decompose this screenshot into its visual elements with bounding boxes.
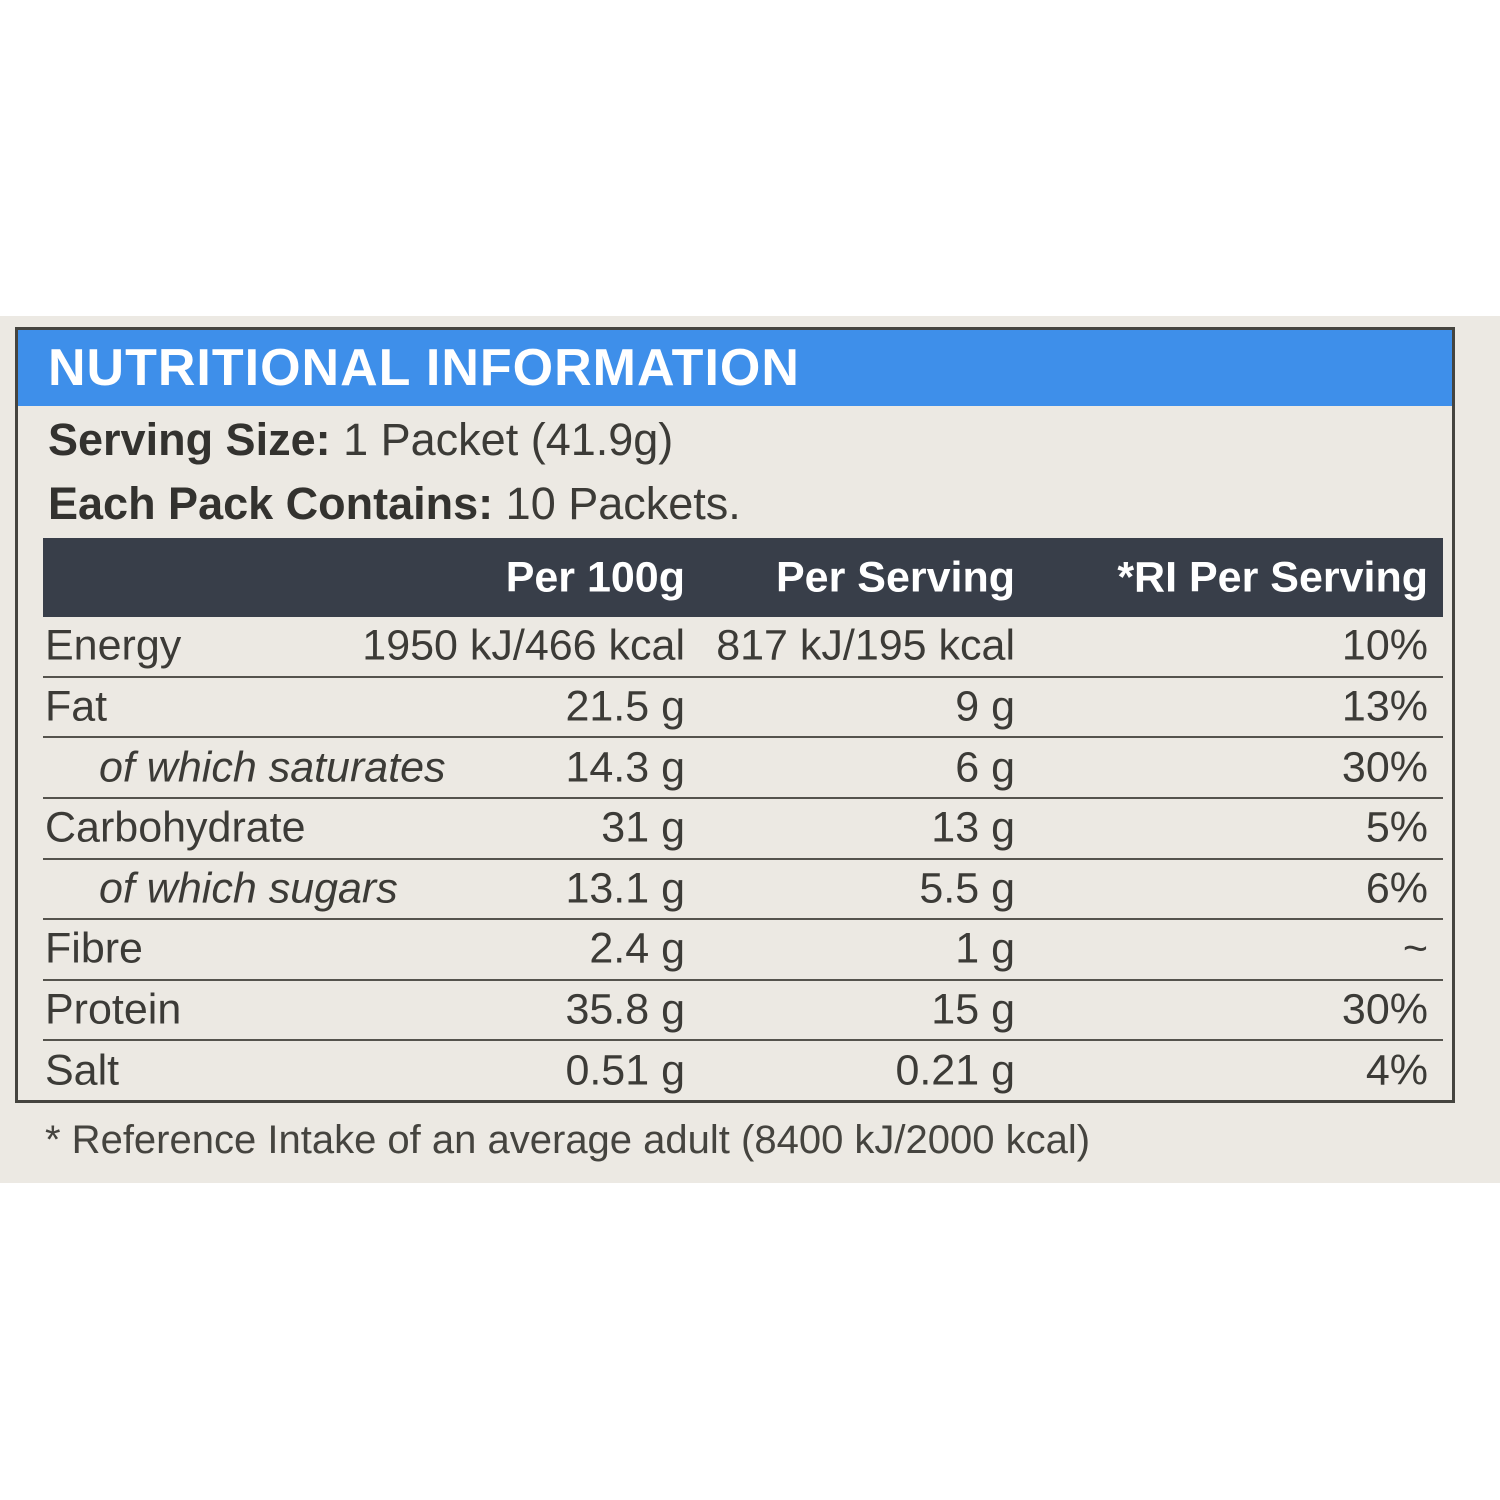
table-row: of which sugars 13.1 g 5.5 g 6% <box>43 860 1443 921</box>
serving-size-label: Serving Size: <box>48 414 331 465</box>
pack-contains-value: 10 Packets. <box>505 478 741 529</box>
reference-intake-footnote: * Reference Intake of an average adult (… <box>45 1118 1091 1162</box>
value-per-serving: 817 kJ/195 kcal <box>716 621 1015 670</box>
value-per-100g: 2.4 g <box>589 924 685 973</box>
value-per-serving: 13 g <box>931 803 1015 852</box>
value-per-serving: 5.5 g <box>919 864 1015 913</box>
pack-contains-label: Each Pack Contains: <box>48 478 494 529</box>
value-ri-per-serving: 30% <box>1341 985 1428 1034</box>
table-row: Protein 35.8 g 15 g 30% <box>43 981 1443 1042</box>
column-header-per-100g: Per 100g <box>505 553 685 601</box>
table-row: Energy 1950 kJ/466 kcal 817 kJ/195 kcal 10% <box>43 617 1443 678</box>
nutrition-label: NUTRITIONAL INFORMATION Serving Size: 1 … <box>15 327 1455 1103</box>
value-per-100g: 1950 kJ/466 kcal <box>362 621 685 670</box>
value-per-serving: 1 g <box>955 924 1015 973</box>
value-per-serving: 6 g <box>955 743 1015 792</box>
nutrition-table: Per 100g Per Serving *RI Per Serving Ene… <box>43 538 1443 1100</box>
nutrient-name: Salt <box>45 1046 120 1095</box>
value-per-100g: 0.51 g <box>565 1046 685 1095</box>
value-per-serving: 9 g <box>955 682 1015 731</box>
nutrient-name: Carbohydrate <box>45 803 306 852</box>
value-ri-per-serving: 4% <box>1365 1046 1428 1095</box>
value-ri-per-serving: ~ <box>1402 924 1428 973</box>
column-header-per-serving: Per Serving <box>776 553 1015 601</box>
value-per-100g: 35.8 g <box>565 985 685 1034</box>
table-row: Fat 21.5 g 9 g 13% <box>43 678 1443 739</box>
serving-size-value: 1 Packet (41.9g) <box>343 414 674 465</box>
value-ri-per-serving: 6% <box>1365 864 1428 913</box>
value-per-serving: 0.21 g <box>895 1046 1015 1095</box>
nutrient-name: Fat <box>45 682 108 731</box>
table-row: Carbohydrate 31 g 13 g 5% <box>43 799 1443 860</box>
nutrient-name: Protein <box>45 985 182 1034</box>
table-body: Energy 1950 kJ/466 kcal 817 kJ/195 kcal 10%… <box>43 617 1443 1100</box>
nutrient-name: Fibre <box>45 924 143 973</box>
table-row: Fibre 2.4 g 1 g ~ <box>43 920 1443 981</box>
value-per-100g: 21.5 g <box>565 682 685 731</box>
value-per-100g: 13.1 g <box>565 864 685 913</box>
table-row: Salt 0.51 g 0.21 g 4% <box>43 1041 1443 1100</box>
value-per-100g: 31 g <box>601 803 685 852</box>
nutrient-name: Energy <box>45 621 182 670</box>
serving-info: Serving Size: 1 Packet (41.9g) Each Pack… <box>18 406 1452 538</box>
serving-size-line: Serving Size: 1 Packet (41.9g) <box>48 414 1452 466</box>
value-per-serving: 15 g <box>931 985 1015 1034</box>
pack-contains-line: Each Pack Contains: 10 Packets. <box>48 478 1452 530</box>
nutrient-name: of which saturates <box>99 743 446 792</box>
value-ri-per-serving: 30% <box>1341 743 1428 792</box>
table-row: of which saturates 14.3 g 6 g 30% <box>43 738 1443 799</box>
page-title: NUTRITIONAL INFORMATION <box>48 339 800 397</box>
value-ri-per-serving: 10% <box>1341 621 1428 670</box>
value-ri-per-serving: 13% <box>1341 682 1428 731</box>
value-per-100g: 14.3 g <box>565 743 685 792</box>
nutrient-name: of which sugars <box>99 864 398 913</box>
package-background: NUTRITIONAL INFORMATION Serving Size: 1 … <box>0 316 1500 1183</box>
title-banner: NUTRITIONAL INFORMATION <box>18 330 1452 406</box>
column-header-ri-per-serving: *RI Per Serving <box>1117 553 1428 601</box>
table-header: Per 100g Per Serving *RI Per Serving <box>43 538 1443 617</box>
value-ri-per-serving: 5% <box>1365 803 1428 852</box>
